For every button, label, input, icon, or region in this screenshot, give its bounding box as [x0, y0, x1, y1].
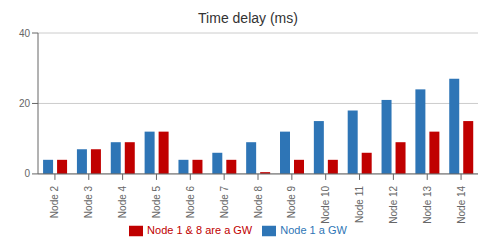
svg-text:0: 0	[24, 168, 30, 179]
svg-text:Node 9: Node 9	[286, 185, 297, 218]
svg-text:Node 6: Node 6	[185, 185, 196, 218]
html-text:Node 1 a GW: Node 1 a GW	[280, 223, 347, 236]
html-text:Node 1 & 8 are a GW: Node 1 & 8 are a GW	[147, 223, 253, 236]
svg-text:Node 14: Node 14	[456, 185, 467, 223]
svg-text:40: 40	[19, 28, 31, 39]
svg-text:Node 8: Node 8	[253, 185, 264, 218]
svg-text:Node 7: Node 7	[219, 185, 230, 218]
svg-text:Node 11: Node 11	[354, 185, 365, 223]
svg-text:Node 2: Node 2	[49, 185, 60, 218]
svg-text:Node 13: Node 13	[422, 185, 433, 223]
html-text:Time delay (ms): Time delay (ms)	[198, 10, 298, 26]
svg-text:20: 20	[19, 98, 31, 109]
svg-text:Node 10: Node 10	[320, 185, 331, 223]
svg-text:Node 4: Node 4	[117, 185, 128, 218]
svg-text:Node 3: Node 3	[83, 185, 94, 218]
svg-text:Node 5: Node 5	[151, 185, 162, 218]
svg-text:Node 12: Node 12	[388, 185, 399, 223]
